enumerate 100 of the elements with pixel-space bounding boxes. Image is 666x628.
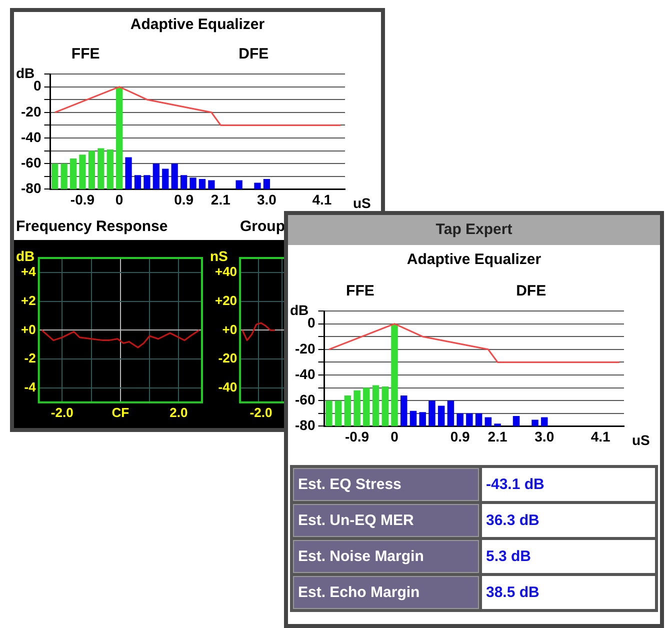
- bar: [419, 412, 426, 426]
- bar: [144, 175, 150, 190]
- bar: [60, 164, 68, 190]
- bar: [79, 154, 86, 190]
- bar: [512, 416, 520, 426]
- bar: [171, 164, 178, 190]
- bar: [344, 395, 352, 426]
- x-tick-label: 4.1: [590, 428, 611, 444]
- x-axis-title: uS: [353, 195, 371, 212]
- bar: [363, 388, 370, 426]
- y-axis-title: dB: [16, 64, 35, 81]
- y-tick-label: +0: [222, 322, 238, 337]
- y-tick-label: +20: [214, 292, 238, 308]
- bar: [263, 178, 270, 190]
- y-tick-label: -20: [21, 103, 42, 120]
- y-tick-label: -20: [295, 340, 316, 356]
- text: DFE: [238, 46, 269, 63]
- y-tick-label: -40: [218, 380, 238, 395]
- x-tick-label: 2.0: [170, 404, 188, 420]
- y-tick-label: 0: [33, 78, 42, 94]
- bar: [116, 87, 123, 190]
- y-tick-label: -40: [21, 128, 42, 145]
- bar: [88, 150, 95, 190]
- y-tick-label: -4: [24, 380, 37, 395]
- y-tick-label: +40: [214, 264, 238, 280]
- bar: [484, 417, 492, 426]
- x-tick-label: 4.1: [312, 191, 332, 208]
- bar: [410, 410, 417, 426]
- bar: [428, 400, 436, 426]
- bar: [98, 148, 104, 190]
- chart-title: Group: [240, 218, 285, 235]
- y-tick-label: +2: [20, 292, 36, 308]
- x-tick-label: 0: [390, 428, 399, 444]
- y-tick-label: -2: [24, 350, 36, 366]
- bar: [391, 324, 398, 426]
- bar: [190, 178, 196, 190]
- y-tick-label: -60: [21, 154, 42, 170]
- bar: [70, 158, 77, 190]
- y-tick-label: +4: [20, 264, 37, 280]
- chart-title: Adaptive Equalizer: [129, 16, 266, 33]
- x-axis-title: uS: [632, 432, 650, 448]
- bar: [254, 182, 261, 190]
- y-axis-title: nS: [210, 248, 228, 264]
- category-label: Est. Echo Margin: [293, 576, 479, 609]
- text: -43.1 dB: [486, 476, 544, 493]
- bar: [134, 175, 142, 190]
- chart-title: Tap Expert: [288, 215, 660, 245]
- text: 36.3 dB: [486, 512, 540, 529]
- x-tick-label: 0: [115, 191, 124, 208]
- category-label: Est. EQ Stress: [293, 468, 479, 501]
- bar: [400, 395, 408, 426]
- bar: [532, 420, 538, 426]
- y-tick-label: -60: [295, 391, 316, 408]
- bar: [447, 400, 454, 426]
- category-label: Est. Un-EQ MER: [293, 504, 479, 537]
- bar: [494, 424, 501, 426]
- y-tick-label: +0: [20, 322, 36, 337]
- bar: [475, 413, 482, 426]
- bar: [152, 164, 160, 190]
- bar: [180, 175, 188, 190]
- x-tick-label: 0.9: [174, 191, 194, 208]
- bar: [541, 417, 548, 426]
- bar: [456, 413, 464, 426]
- bar: [438, 406, 445, 426]
- text: 38.5 dB: [486, 584, 540, 601]
- y-tick-label: -20: [218, 350, 238, 366]
- chart-title: Frequency Response: [16, 218, 168, 235]
- y-tick-label: -80: [21, 180, 42, 196]
- x-tick-label: -0.9: [70, 191, 95, 208]
- bar: [334, 400, 342, 426]
- bar: [382, 386, 388, 426]
- x-tick-label: -2.0: [250, 404, 272, 420]
- y-tick-label: -40: [295, 366, 316, 382]
- x-tick-label: 2.1: [488, 428, 508, 444]
- x-tick-label: -2.0: [50, 404, 74, 420]
- bar: [208, 180, 215, 190]
- bar: [52, 164, 58, 190]
- bar: [372, 385, 380, 426]
- annotation: FFE: [346, 282, 374, 300]
- text: FFE: [71, 46, 100, 63]
- y-tick-label: -80: [295, 417, 316, 434]
- bar: [162, 168, 169, 190]
- x-tick-label: 3.0: [534, 428, 554, 444]
- bar: [106, 150, 114, 190]
- text: DFE: [516, 282, 546, 300]
- x-tick-label: 0.9: [450, 428, 470, 444]
- x-tick-label: 2.1: [210, 191, 231, 208]
- y-tick-label: 0: [307, 314, 316, 331]
- x-tick-label: CF: [112, 404, 130, 420]
- x-tick-label: 3.0: [256, 191, 277, 208]
- chart-subtitle: Adaptive Equalizer: [406, 251, 542, 268]
- bar: [326, 400, 332, 426]
- bar: [125, 157, 132, 190]
- bar: [354, 390, 360, 426]
- y-axis-title: dB: [16, 248, 35, 264]
- category-label: Est. Noise Margin: [293, 540, 479, 573]
- bar: [466, 413, 473, 426]
- x-tick-label: -0.9: [344, 428, 370, 444]
- text: 5.3 dB: [486, 548, 532, 565]
- bar: [236, 180, 242, 190]
